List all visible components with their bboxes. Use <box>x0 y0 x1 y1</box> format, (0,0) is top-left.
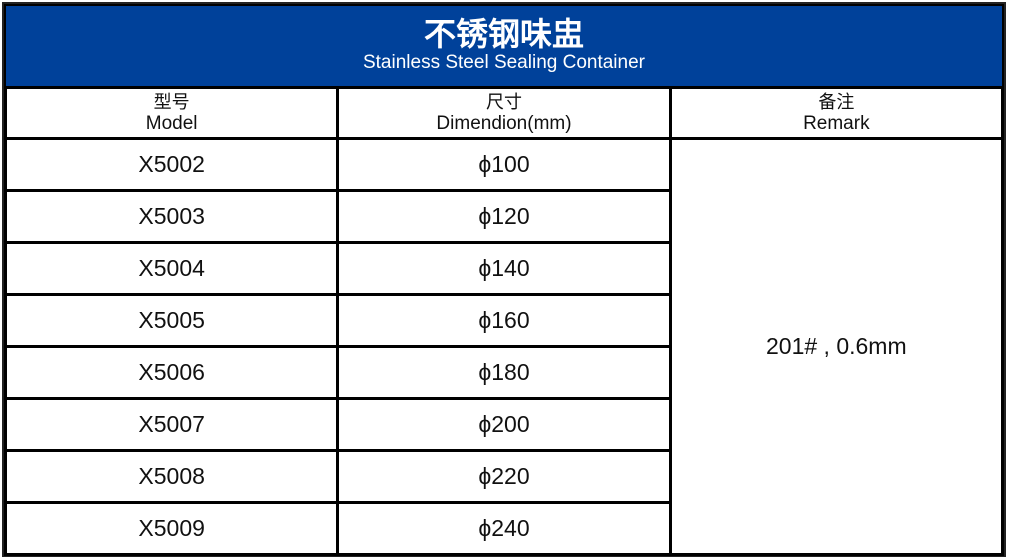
model-cell: X5006 <box>3 345 340 400</box>
table-row: X5003 ϕ120 <box>3 189 1003 244</box>
header-dimension-zh: 尺寸 <box>485 92 522 113</box>
table-row: X5004 ϕ140 <box>3 241 1003 296</box>
model-cell: X5008 <box>3 449 340 504</box>
header-row: 型号 Model 尺寸 Dimendion(mm) 备注 Remark <box>3 86 1005 140</box>
table-title: 不锈钢味盅 Stainless Steel Sealing Container <box>6 6 1002 86</box>
title-chinese: 不锈钢味盅 <box>423 15 584 53</box>
header-remark-en: Remark <box>803 113 870 134</box>
model-cell: X5005 <box>3 293 340 348</box>
table-row: X5005 ϕ160 <box>3 293 1003 348</box>
size-cell: ϕ220 <box>336 449 672 504</box>
model-cell: X5004 <box>3 241 340 296</box>
size-cell: ϕ140 <box>336 241 672 296</box>
model-cell: X5003 <box>3 189 340 244</box>
size-cell: ϕ100 <box>336 137 672 192</box>
size-cell: ϕ120 <box>336 189 672 244</box>
title-english: Stainless Steel Sealing Container <box>362 52 645 73</box>
header-remark: 备注 Remark <box>668 86 1005 140</box>
size-cell: ϕ180 <box>336 345 672 400</box>
table-row: X5009 ϕ240 <box>3 501 1003 556</box>
header-model-zh: 型号 <box>153 92 190 113</box>
model-cell: X5007 <box>3 397 340 452</box>
header-dimension-en: Dimendion(mm) <box>436 113 572 134</box>
table-row: X5006 ϕ180 <box>3 345 1003 400</box>
header-remark-zh: 备注 <box>818 92 855 113</box>
size-cell: ϕ240 <box>336 501 672 556</box>
header-dimension: 尺寸 Dimendion(mm) <box>336 86 672 140</box>
table-row: X5008 ϕ220 <box>3 449 1003 504</box>
model-cell: X5002 <box>3 137 340 192</box>
table-row: X5007 ϕ200 <box>3 397 1003 452</box>
spec-table: 型号 Model 尺寸 Dimendion(mm) 备注 Remark X5002 ϕ1… <box>3 86 1005 556</box>
remark-cell: 201# , 0.6mm <box>668 137 1005 556</box>
size-cell: ϕ160 <box>336 293 672 348</box>
table-row: X5002 ϕ100 201# , 0.6mm <box>3 137 1005 556</box>
model-cell: X5009 <box>3 501 340 556</box>
header-model-en: Model <box>145 113 198 134</box>
header-model: 型号 Model <box>3 86 340 140</box>
size-cell: ϕ200 <box>336 397 672 452</box>
